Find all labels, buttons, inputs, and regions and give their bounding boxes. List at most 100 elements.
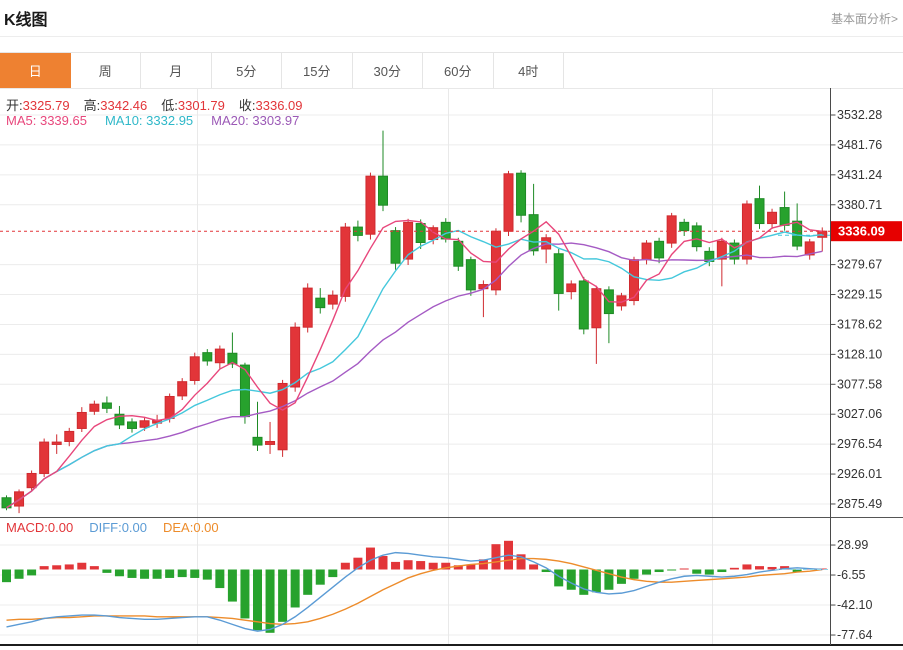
dea-value: DEA:0.00 xyxy=(163,520,219,535)
candle xyxy=(754,198,765,225)
axis-label: 3532.28 xyxy=(837,108,882,122)
macd-bar xyxy=(516,554,526,570)
macd-bar xyxy=(416,561,426,570)
current-price-tag-label: 3336.09 xyxy=(838,224,885,239)
axis-label: -6.55 xyxy=(837,568,866,582)
candle xyxy=(290,326,301,388)
low-readout: 低:3301.79 xyxy=(161,98,225,113)
macd-bar xyxy=(52,565,62,570)
tab-60min[interactable]: 60分 xyxy=(423,53,494,89)
candle xyxy=(315,297,326,309)
candle xyxy=(415,223,426,243)
candle xyxy=(64,430,75,442)
candle xyxy=(767,211,778,225)
macd-bar xyxy=(717,569,727,573)
candle xyxy=(591,288,602,329)
candle xyxy=(578,280,589,330)
candle xyxy=(779,207,790,226)
header-divider xyxy=(0,36,903,37)
diff-line xyxy=(6,551,823,632)
tab-5min[interactable]: 5分 xyxy=(211,53,282,89)
axis-label: 3279.67 xyxy=(837,258,882,272)
axis-labels: 3532.28 3481.76 3431.24 3380.71 3279.67 3229.… xyxy=(830,108,882,642)
candle xyxy=(227,352,238,365)
close-readout: 收:3336.09 xyxy=(238,98,303,113)
macd-bar xyxy=(2,569,11,583)
macd-bar xyxy=(780,566,790,570)
timeframe-tabs: 日 周 月 5分 15分 30分 60分 4时 xyxy=(0,52,903,89)
candle xyxy=(89,403,100,412)
candle xyxy=(490,230,501,291)
axis-label: 2976.54 xyxy=(837,437,882,451)
kline-chart-canvas[interactable]: 3532.28 3481.76 3431.24 3380.71 3279.67 3229.… xyxy=(0,88,903,650)
tab-4hour[interactable]: 4时 xyxy=(493,53,564,89)
candle xyxy=(164,395,175,419)
tab-month[interactable]: 月 xyxy=(141,53,212,89)
candle xyxy=(528,214,539,252)
candle xyxy=(716,240,727,260)
tab-30min[interactable]: 30分 xyxy=(352,53,423,89)
candle xyxy=(378,175,388,206)
axis-label: -42.10 xyxy=(837,598,872,612)
candle xyxy=(39,441,50,474)
candle xyxy=(340,226,351,297)
fundamental-analysis-link[interactable]: 基本面分析> xyxy=(830,12,898,26)
axis-label: 28.99 xyxy=(837,538,868,552)
tab-day[interactable]: 日 xyxy=(0,53,71,89)
macd-bar xyxy=(89,566,99,570)
axis-label: 3077.58 xyxy=(837,377,882,391)
ohlc-readout: 开:3325.79 高:3342.46 低:3301.79 收:3336.09 xyxy=(6,95,303,114)
ma10-line xyxy=(6,229,823,509)
macd-bar xyxy=(566,569,576,590)
candle xyxy=(654,240,665,259)
macd-bar xyxy=(202,569,212,580)
candle xyxy=(327,294,338,305)
axis-label: 3178.62 xyxy=(837,317,882,331)
open-readout: 开:3325.79 xyxy=(6,98,70,113)
macd-bar xyxy=(755,566,764,570)
candle xyxy=(51,441,62,445)
axis-label: 3229.15 xyxy=(837,288,882,302)
macd-bar xyxy=(190,569,200,578)
candle xyxy=(76,411,87,429)
macd-bar xyxy=(253,569,262,631)
candle xyxy=(202,352,213,362)
macd-bar xyxy=(692,569,702,574)
axis-label: 3380.71 xyxy=(837,198,882,212)
candle xyxy=(666,215,677,244)
macd-bar xyxy=(478,559,488,570)
candle xyxy=(265,440,276,445)
macd-bar xyxy=(27,569,37,576)
candle xyxy=(503,173,514,232)
macd-bar xyxy=(64,564,74,570)
candle xyxy=(26,472,37,489)
macd-bar xyxy=(240,569,250,619)
diff-value: DIFF:0.00 xyxy=(89,520,147,535)
macd-bar xyxy=(265,569,275,633)
ma5-readout: MA5: 3339.65 xyxy=(6,113,87,128)
axis-label: 3027.06 xyxy=(837,407,882,421)
candle xyxy=(629,259,639,302)
tab-15min[interactable]: 15分 xyxy=(282,53,353,89)
candle xyxy=(139,420,150,428)
candle xyxy=(679,221,690,232)
candle xyxy=(177,381,188,397)
candles xyxy=(1,130,828,514)
macd-bar xyxy=(704,569,714,575)
macd-bar xyxy=(177,569,187,578)
macd-bar xyxy=(215,569,225,589)
candle xyxy=(817,230,828,238)
tab-week[interactable]: 周 xyxy=(70,53,141,89)
macd-bar xyxy=(767,566,777,570)
macd-bar xyxy=(491,544,501,570)
macd-bar xyxy=(114,569,124,577)
candle xyxy=(189,356,200,381)
candle xyxy=(465,259,476,291)
macd-bar xyxy=(391,561,401,570)
macd-bar xyxy=(152,569,162,579)
macd-bar xyxy=(529,564,539,570)
macd-bar xyxy=(165,569,175,578)
macd-bar xyxy=(428,562,438,570)
macd-bar xyxy=(629,569,639,579)
